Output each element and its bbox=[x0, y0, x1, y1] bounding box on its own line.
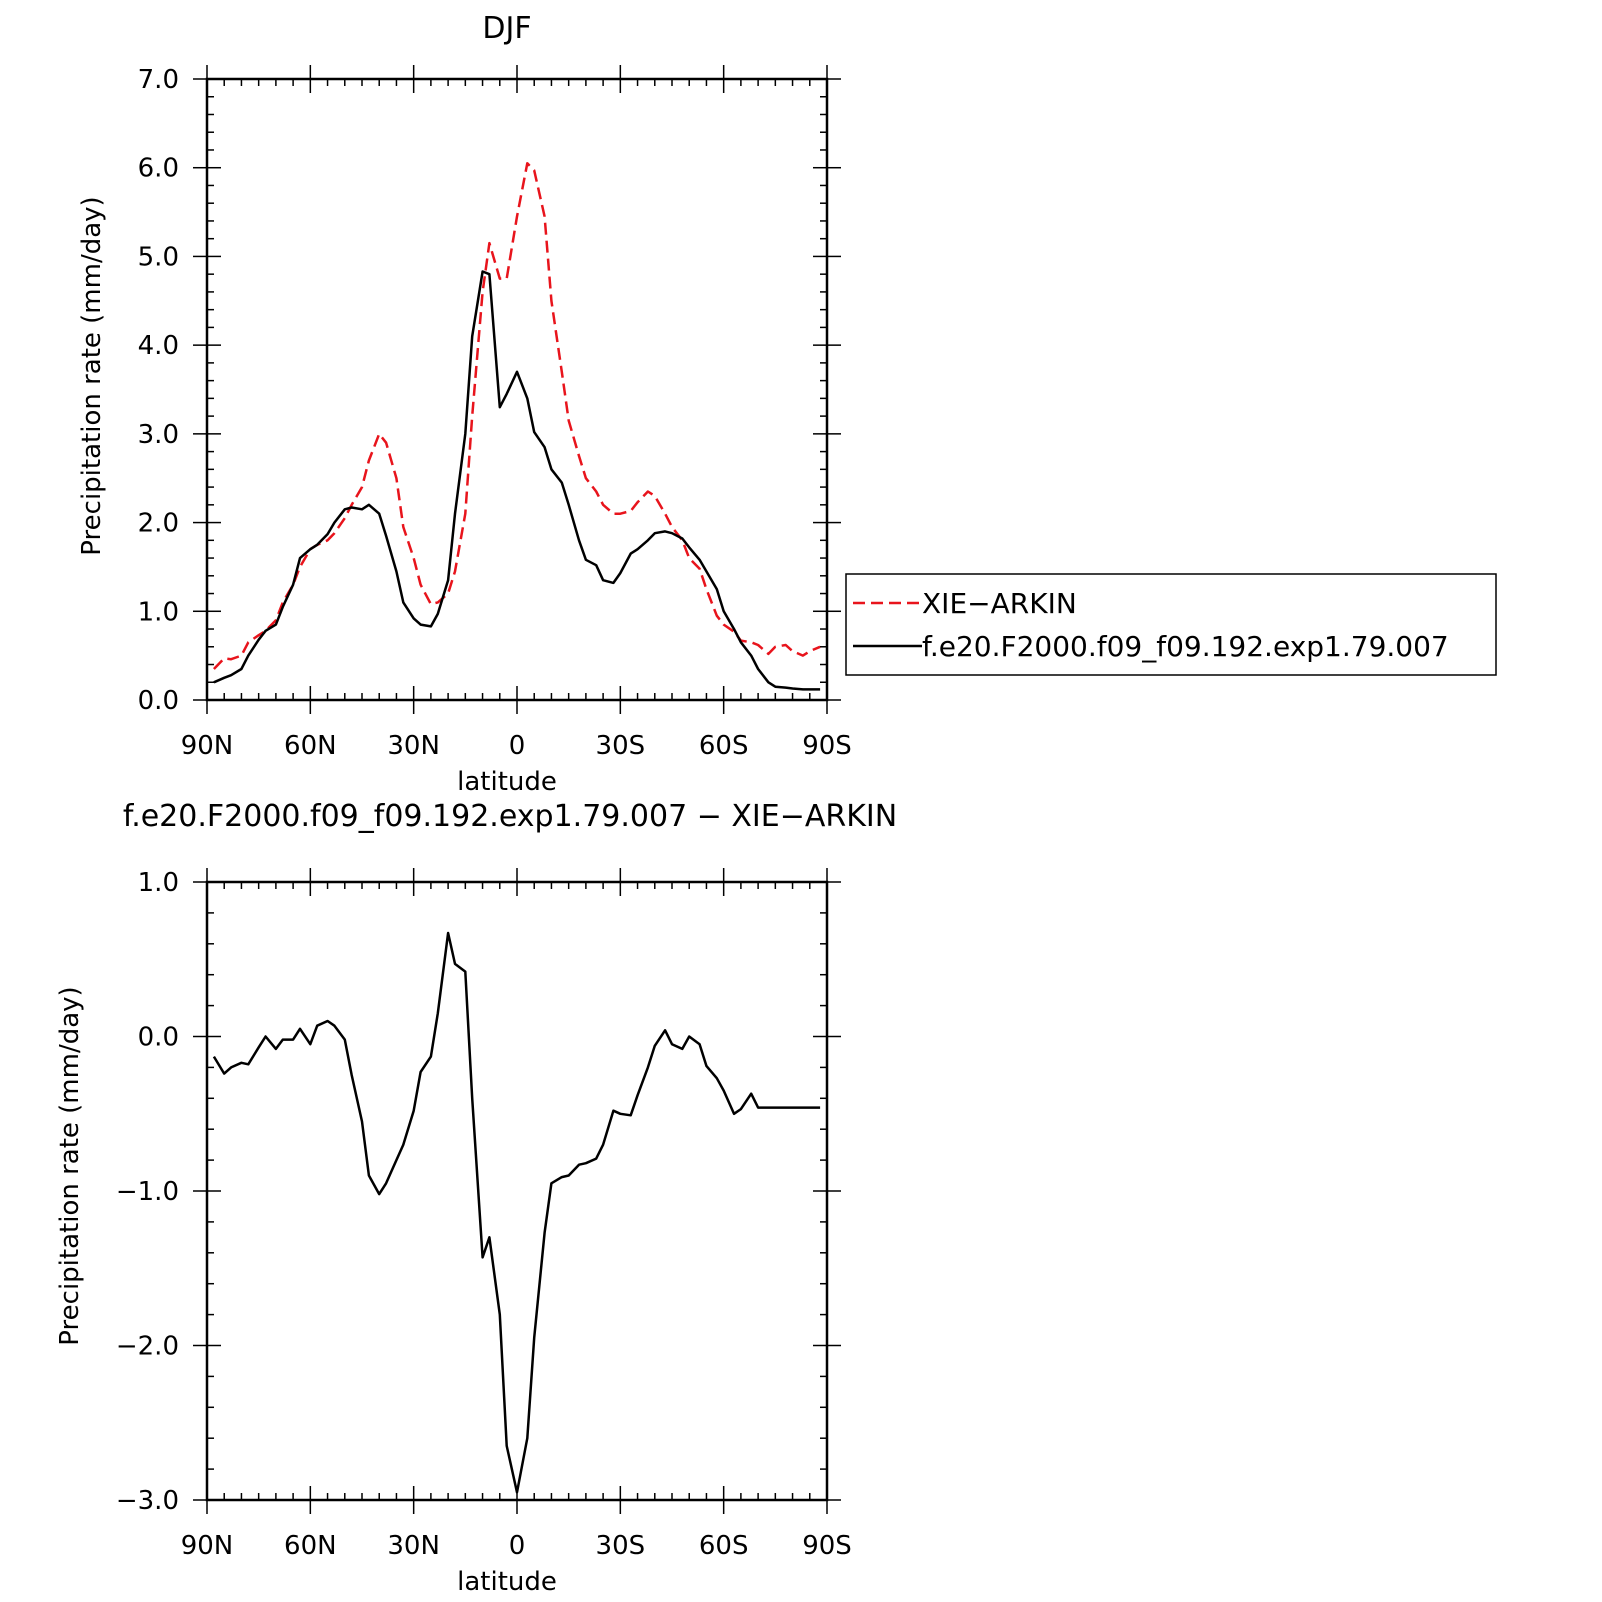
x-tick-label: 60N bbox=[284, 731, 337, 761]
y-tick-label: 0.0 bbox=[138, 686, 179, 716]
x-axis-label: latitude bbox=[457, 767, 557, 797]
precip-line-chart: DJF 90N 60N 30N 0 30S 60S 90S 0.0 1.0 2.0 3.0 4.0 5.… bbox=[77, 11, 1497, 797]
x-tick-label: 90S bbox=[802, 731, 852, 761]
x-tick-label: 0 bbox=[509, 731, 526, 761]
x-tick-label: 60S bbox=[699, 1531, 749, 1561]
y-tick-label: 0.0 bbox=[138, 1023, 179, 1053]
series-line-0 bbox=[212, 162, 821, 670]
x-tick-label: 30N bbox=[387, 1531, 440, 1561]
x-tick-label: 90N bbox=[181, 731, 234, 761]
x-tick-label: 60N bbox=[284, 1531, 337, 1561]
y-tick-label: 7.0 bbox=[138, 65, 179, 95]
y-tick-label: 6.0 bbox=[138, 154, 179, 184]
x-tick-label: 30N bbox=[387, 731, 440, 761]
y-tick-label: −2.0 bbox=[116, 1332, 179, 1362]
legend-label-xie-arkin: XIE−ARKIN bbox=[922, 587, 1077, 620]
difference-line-chart: f.e20.F2000.f09_f09.192.exp1.79.007 − XI… bbox=[55, 799, 897, 1597]
y-tick-label: 4.0 bbox=[138, 331, 179, 361]
legend-box bbox=[845, 573, 1497, 676]
y-tick-label: 2.0 bbox=[138, 509, 179, 539]
x-axis-label: latitude bbox=[457, 1567, 557, 1597]
x-tick-label: 30S bbox=[596, 1531, 646, 1561]
y-tick-label: −3.0 bbox=[116, 1486, 179, 1516]
y-tick-label: 3.0 bbox=[138, 420, 179, 450]
chart-title: DJF bbox=[482, 11, 531, 46]
y-tick-label: −1.0 bbox=[116, 1177, 179, 1207]
x-tick-label: 60S bbox=[699, 731, 749, 761]
x-tick-label: 90N bbox=[181, 1531, 234, 1561]
chart-title: f.e20.F2000.f09_f09.192.exp1.79.007 − XI… bbox=[123, 799, 897, 834]
series-line-1 bbox=[213, 270, 821, 691]
y-tick-label: 1.0 bbox=[138, 597, 179, 627]
y-tick-label: 5.0 bbox=[138, 242, 179, 272]
x-tick-label: 30S bbox=[596, 731, 646, 761]
plot-frame bbox=[205, 880, 829, 1502]
y-axis-label: Precipitation rate (mm/day) bbox=[77, 196, 107, 555]
legend: XIE−ARKIN f.e20.F2000.f09_f09.192.exp1.7… bbox=[845, 573, 1497, 676]
legend-label-model: f.e20.F2000.f09_f09.192.exp1.79.007 bbox=[922, 630, 1449, 663]
plot-area: 90N 60N 30N 0 30S 60S 90S 0.0 1.0 2.0 3.0 4.0 5.0 6.0… bbox=[138, 65, 852, 761]
plot-area: 90N 60N 30N 0 30S 60S 90S −3.0 −2.0 −1.0 0.0 1.0 bbox=[116, 868, 852, 1561]
series-line-0 bbox=[212, 931, 821, 1494]
x-tick-label: 90S bbox=[802, 1531, 852, 1561]
y-tick-label: 1.0 bbox=[138, 868, 179, 898]
plot-frame bbox=[205, 77, 829, 702]
y-axis-label: Precipitation rate (mm/day) bbox=[55, 986, 85, 1345]
x-tick-label: 0 bbox=[509, 1531, 526, 1561]
